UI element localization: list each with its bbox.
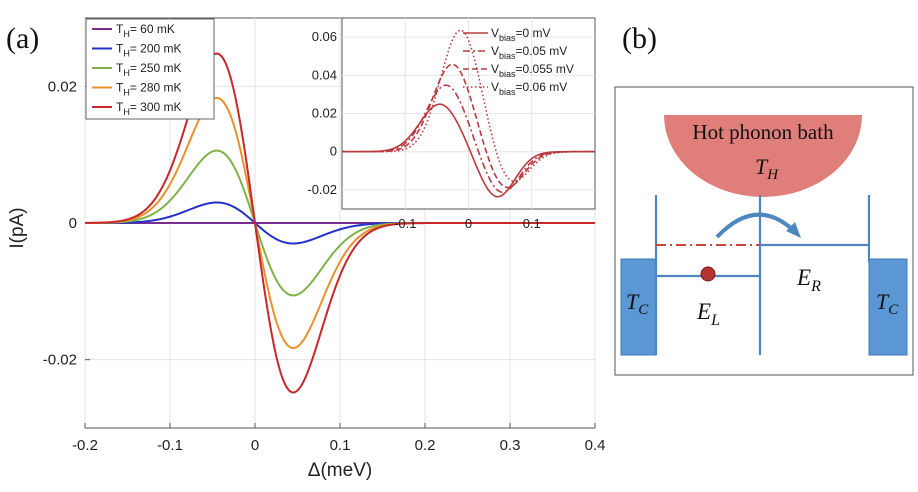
inset-legend-label: Vbias=0.055 mV	[491, 62, 574, 79]
main-x-tick-label: -0.2	[72, 437, 98, 454]
bath-label: Hot phonon bath	[692, 120, 834, 144]
left-lead	[620, 258, 657, 356]
main-y-ticks: 0.02 0 -0.02	[43, 78, 77, 368]
inset-y-tick-label: 0.04	[312, 67, 337, 82]
inset-y-tick-label: 0.06	[312, 29, 337, 44]
main-y-tick-label: -0.02	[43, 352, 77, 369]
main-legend-label: TH= 60 mK	[116, 22, 175, 39]
th-symbol: TH	[755, 154, 779, 183]
inset-legend-label: Vbias=0 mV	[491, 26, 551, 43]
inset-chart: -0.1 0 0.1 0.060.040.020-0.02 Vbias=0 mVVb…	[307, 17, 596, 231]
energy-diagram: Hot phonon bath TH TC TC EL ER	[614, 86, 914, 376]
inset-grid	[342, 18, 595, 209]
main-curves	[84, 52, 595, 394]
y-axis-label: I(pA)	[7, 207, 28, 248]
inset-y-tick-label: -0.02	[307, 182, 337, 197]
main-series-line	[84, 52, 595, 394]
inset-y-ticks: 0.06 0.04 0.02 0 -0.02	[307, 29, 337, 197]
hot-phonon-bath	[664, 115, 862, 197]
inset-legend-label: Vbias=0.06 mV	[491, 80, 567, 97]
main-y-tick-label: 0.02	[48, 78, 77, 95]
inset-x-tick-label: 0	[465, 216, 472, 231]
main-x-tick-label: 0.3	[500, 437, 521, 454]
inset-y-tick-label: 0	[330, 144, 337, 159]
main-legend: TH= 60 mK TH= 200 mK TH= 250 mK TH= 280 mK T…	[85, 18, 215, 120]
inset-series-line	[342, 103, 595, 198]
inset-series-line	[342, 63, 595, 189]
el-symbol: EL	[696, 299, 720, 329]
right-lead	[868, 258, 908, 356]
panel-a-label: (a)	[6, 22, 39, 55]
main-x-tick-label: -0.1	[157, 437, 183, 454]
main-x-tick-label: 0.1	[330, 437, 351, 454]
electron-dot	[700, 266, 716, 282]
main-x-tick-label: 0	[251, 437, 259, 454]
er-symbol: ER	[796, 265, 821, 295]
main-x-tick-label: 0.4	[585, 437, 606, 454]
inset-x-ticks: -0.1 0 0.1	[394, 216, 541, 231]
inset-series-line	[342, 84, 595, 194]
inset-curves	[342, 29, 595, 198]
panel-b-label: (b)	[622, 22, 657, 55]
transfer-arrow-head	[786, 222, 801, 238]
main-x-ticks: -0.2 -0.1 0 0.1 0.2 0.3 0.4	[72, 437, 605, 454]
x-axis-label: Δ(meV)	[308, 460, 372, 481]
tc-right-symbol: TC	[876, 289, 899, 318]
inset-legend-label: Vbias=0.05 mV	[491, 44, 567, 61]
transfer-arrow	[715, 212, 795, 239]
main-legend-label: TH= 280 mK	[116, 81, 182, 98]
main-y-tick-label: 0	[69, 215, 77, 232]
tc-left-symbol: TC	[626, 289, 649, 318]
main-x-tick-label: 0.2	[415, 437, 436, 454]
inset-x-tick-label: -0.1	[394, 216, 416, 231]
inset-x-tick-label: 0.1	[523, 216, 541, 231]
main-legend-label: TH= 250 mK	[116, 61, 182, 78]
inset-y-tick-label: 0.02	[312, 106, 337, 121]
main-legend-label: TH= 300 mK	[116, 100, 182, 117]
main-legend-label: TH= 200 mK	[116, 42, 182, 59]
